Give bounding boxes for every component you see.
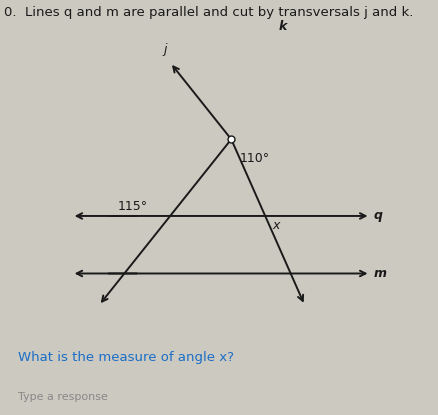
Text: x: x	[272, 219, 279, 232]
Text: What is the measure of angle x?: What is the measure of angle x?	[18, 351, 233, 364]
Text: k: k	[279, 20, 287, 33]
Text: m: m	[374, 267, 387, 280]
Text: q: q	[374, 210, 383, 222]
Text: Type a response: Type a response	[18, 392, 107, 402]
Text: 110°: 110°	[240, 152, 270, 165]
Text: 0.  Lines q and m are parallel and cut by transversals j and k.: 0. Lines q and m are parallel and cut by…	[4, 6, 414, 19]
Text: 115°: 115°	[117, 200, 148, 213]
Text: j: j	[163, 43, 167, 56]
